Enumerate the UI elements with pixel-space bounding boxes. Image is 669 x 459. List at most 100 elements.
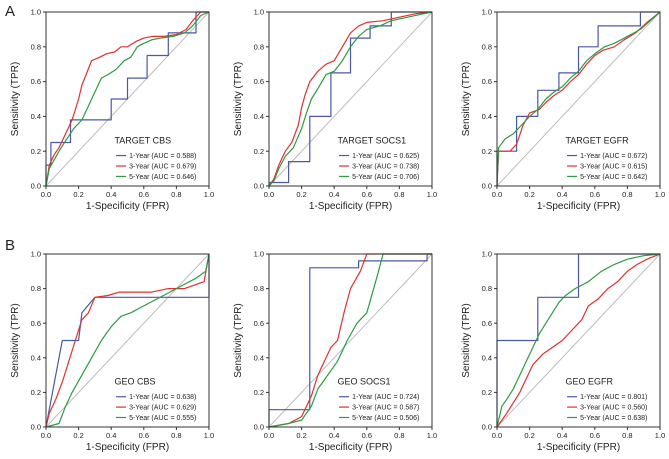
x-tick-label: 0.0	[41, 190, 51, 199]
plot-frame	[268, 253, 433, 428]
x-tick-label: 0.6	[139, 190, 149, 199]
x-tick-label: 0.6	[362, 431, 372, 440]
y-tick-label: 0.4	[31, 112, 41, 121]
y-tick-label: 0.4	[31, 353, 41, 362]
x-tick-label: 0.0	[264, 431, 274, 440]
x-axis-title: 1-Specificity (FPR)	[86, 442, 169, 453]
y-tick-label: 0.2	[254, 147, 264, 156]
x-tick-label: 0.4	[329, 190, 339, 199]
legend-entry: 1-Year (AUC = 0.625)	[352, 153, 419, 160]
reference-diagonal	[268, 11, 433, 187]
y-tick-label: 0.2	[254, 388, 264, 397]
roc-chart-3: 0.0 0.2 0.4 0.6 0.8 1.0 0.0 0.2 0.4 0.6 0.8 1.0 1-Sp…	[461, 8, 665, 212]
y-tick-label: 1.0	[31, 250, 41, 259]
legend-entry: 1-Year (AUC = 0.638)	[129, 394, 196, 401]
roc-curve-1-year	[496, 11, 660, 186]
legend-entry: 5-Year (AUC = 0.642)	[580, 174, 647, 181]
roc-curve-3-year	[45, 11, 209, 187]
roc-chart-4: 0.0 0.2 0.4 0.6 0.8 1.0 0.0 0.2 0.4 0.6 0.8 1.0 1-Sp…	[10, 250, 214, 453]
y-tick-label: 0.8	[482, 284, 492, 293]
y-tick-label: 1.0	[482, 250, 492, 259]
roc-curve-3-year	[496, 253, 661, 428]
x-tick-label: 0.8	[394, 431, 404, 440]
legend-entry: 3-Year (AUC = 0.679)	[129, 163, 196, 170]
y-tick-label: 0.2	[31, 147, 41, 156]
roc-curve-5-year	[45, 11, 210, 187]
y-tick-label: 0.6	[254, 319, 264, 328]
chart-title: TARGET EGFR	[565, 135, 629, 145]
roc-curve-3-year	[45, 253, 210, 428]
x-axis-title: 1-Specificity (FPR)	[309, 201, 392, 212]
x-tick-label: 0.2	[73, 431, 83, 440]
y-tick-label: 0.0	[254, 182, 264, 191]
plot-frame	[45, 11, 210, 187]
legend-entry: 3-Year (AUC = 0.738)	[352, 163, 419, 170]
y-tick-label: 0.6	[482, 77, 492, 86]
plot-frame	[496, 11, 661, 187]
y-tick-label: 1.0	[254, 8, 264, 17]
roc-chart-6: 0.0 0.2 0.4 0.6 0.8 1.0 0.0 0.2 0.4 0.6 0.8 1.0 1-Sp…	[461, 250, 665, 453]
x-axis-title: 1-Specificity (FPR)	[537, 442, 620, 453]
x-tick-label: 1.0	[427, 190, 437, 199]
roc-curve-5-year	[496, 11, 661, 187]
y-tick-label: 0.0	[482, 423, 492, 432]
legend-entry: 1-Year (AUC = 0.672)	[580, 153, 647, 160]
y-tick-label: 0.0	[482, 182, 492, 191]
x-axis-title: 1-Specificity (FPR)	[537, 201, 620, 212]
y-tick-label: 0.4	[254, 112, 264, 121]
y-tick-label: 0.6	[31, 77, 41, 86]
x-tick-label: 0.6	[590, 431, 600, 440]
legend-entry: 1-Year (AUC = 0.724)	[352, 394, 419, 401]
legend-entry: 3-Year (AUC = 0.615)	[580, 163, 647, 170]
y-axis-title: Sensitivity (TPR)	[461, 62, 472, 136]
x-tick-label: 0.2	[73, 190, 83, 199]
y-tick-label: 1.0	[482, 8, 492, 17]
x-axis-title: 1-Specificity (FPR)	[86, 201, 169, 212]
y-tick-label: 0.8	[254, 42, 264, 51]
legend-entry: 5-Year (AUC = 0.555)	[129, 415, 196, 422]
panel-letter-a: A	[5, 3, 15, 20]
y-tick-label: 0.2	[482, 147, 492, 156]
legend-entry: 3-Year (AUC = 0.629)	[129, 405, 196, 412]
x-tick-label: 0.8	[171, 431, 181, 440]
x-tick-label: 0.2	[524, 431, 534, 440]
plot-frame	[496, 253, 661, 428]
reference-diagonal	[496, 253, 661, 428]
legend-entry: 1-Year (AUC = 0.801)	[580, 394, 647, 401]
x-tick-label: 0.0	[264, 190, 274, 199]
y-tick-label: 1.0	[31, 8, 41, 17]
y-tick-label: 0.6	[482, 319, 492, 328]
y-axis-title: Sensitivity (TPR)	[10, 303, 21, 377]
legend-entry: 5-Year (AUC = 0.646)	[129, 174, 196, 181]
x-tick-label: 0.0	[492, 431, 502, 440]
y-tick-label: 0.4	[482, 112, 492, 121]
roc-curve-5-year	[45, 253, 210, 428]
x-tick-label: 0.2	[296, 190, 306, 199]
reference-diagonal	[45, 253, 210, 428]
x-tick-label: 0.6	[139, 431, 149, 440]
x-tick-label: 0.2	[524, 190, 534, 199]
roc-curve-3-year	[268, 253, 432, 428]
x-tick-label: 0.0	[41, 431, 51, 440]
x-tick-label: 0.8	[622, 431, 632, 440]
panel-letter-b: B	[5, 237, 15, 254]
roc-curve-5-year	[268, 253, 432, 428]
plot-frame	[45, 253, 210, 428]
x-tick-label: 0.8	[394, 190, 404, 199]
chart-title: TARGET SOCS1	[337, 135, 406, 145]
y-tick-label: 0.0	[31, 182, 41, 191]
roc-curve-1-year	[45, 11, 209, 186]
legend-entry: 5-Year (AUC = 0.706)	[352, 174, 419, 181]
roc-chart-1: 0.0 0.2 0.4 0.6 0.8 1.0 0.0 0.2 0.4 0.6 0.8 1.0 1-Sp…	[10, 8, 214, 212]
y-tick-label: 0.8	[31, 42, 41, 51]
x-tick-label: 0.6	[362, 190, 372, 199]
x-tick-label: 1.0	[655, 431, 665, 440]
y-tick-label: 0.0	[31, 423, 41, 432]
legend-entry: 1-Year (AUC = 0.588)	[129, 153, 196, 160]
y-tick-label: 0.0	[254, 423, 264, 432]
legend-entry: 3-Year (AUC = 0.560)	[580, 405, 647, 412]
chart-title: GEO SOCS1	[337, 377, 390, 387]
y-tick-label: 0.6	[31, 319, 41, 328]
chart-grid: 0.0 0.2 0.4 0.6 0.8 1.0 0.0 0.2 0.4 0.6 0.8 1.0 1-Sp…	[10, 8, 665, 453]
x-tick-label: 0.4	[557, 431, 567, 440]
